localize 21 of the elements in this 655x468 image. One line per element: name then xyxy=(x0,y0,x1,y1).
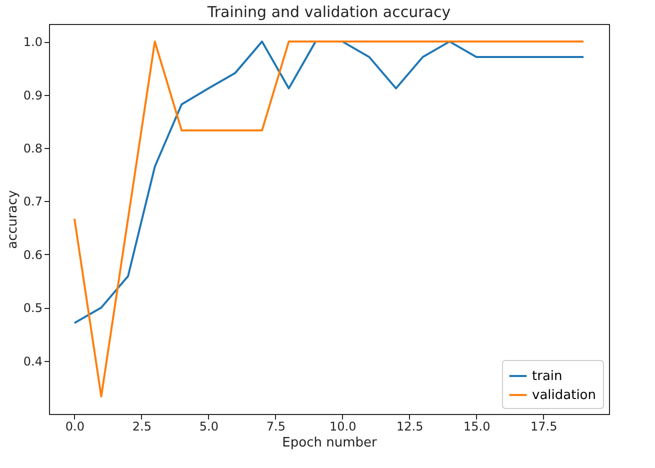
x-tick-label: 15.0 xyxy=(464,420,490,434)
y-tick-label: 0.6 xyxy=(23,248,42,262)
x-tick-label: 0.0 xyxy=(65,420,84,434)
x-tick-label: 17.5 xyxy=(530,420,558,434)
y-tick-label: 0.9 xyxy=(23,88,42,102)
x-tick-label: 5.0 xyxy=(199,420,218,434)
legend-label: validation xyxy=(532,388,596,403)
x-tick-label: 7.5 xyxy=(266,420,286,434)
legend-label: train xyxy=(532,369,562,384)
chart-title: Training and validation accuracy xyxy=(206,3,451,21)
y-tick-label: 1.0 xyxy=(23,35,42,50)
y-tick-label: 0.5 xyxy=(23,301,42,316)
y-tick-label: 0.8 xyxy=(23,141,42,156)
x-tick-label: 10.0 xyxy=(330,420,356,434)
x-axis-title: Epoch number xyxy=(282,436,378,450)
x-tick-label: 12.5 xyxy=(396,420,424,434)
line-series xyxy=(73,40,585,324)
y-tick-label: 0.7 xyxy=(23,194,42,209)
y-tick-label: 0.4 xyxy=(23,354,42,368)
y-axis-title: accuracy xyxy=(5,190,20,249)
x-tick-label: 2.5 xyxy=(132,420,152,434)
